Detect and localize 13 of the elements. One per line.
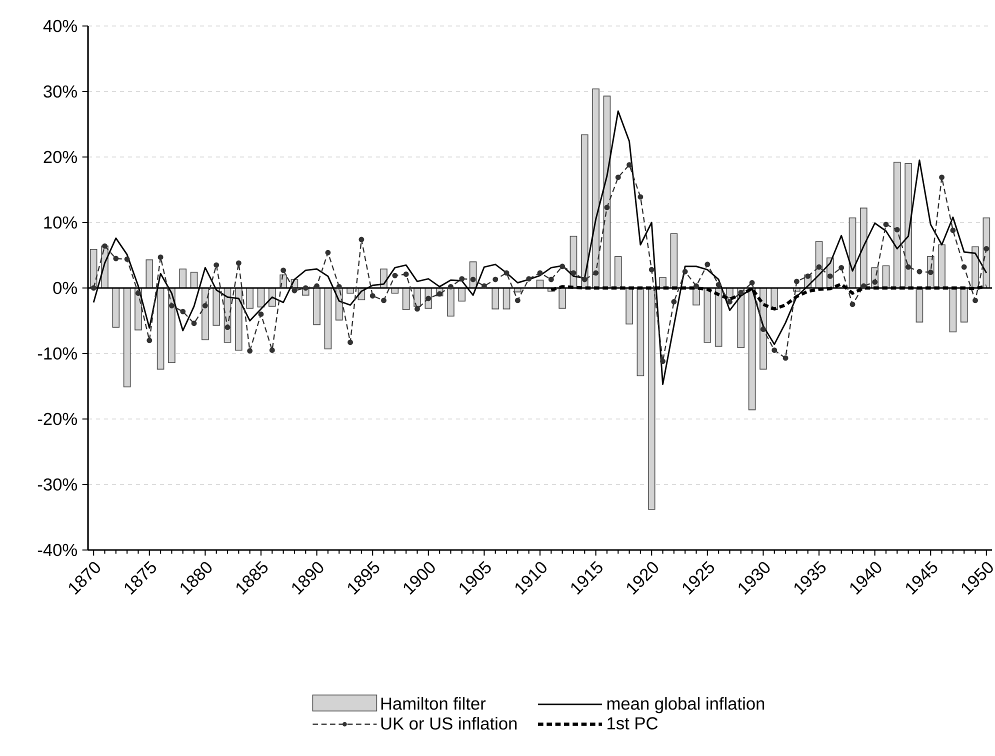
legend-label: 1st PC	[608, 717, 658, 730]
y-tick-label: 30%	[44, 85, 77, 98]
legend-label: mean global inflation	[607, 697, 764, 714]
y-tick-label: -20%	[38, 412, 77, 426]
y-tick-label: 10%	[44, 216, 77, 229]
y-tick-label: 0%	[53, 282, 77, 294]
y-tick-label: 40%	[43, 20, 77, 32]
y-tick-label: -30%	[38, 478, 77, 491]
y-tick-label: -40%	[38, 544, 77, 556]
y-tick-label: 20%	[44, 150, 77, 164]
legend-label: Hamilton filter	[381, 697, 486, 710]
legend-label: UK or US inflation	[381, 716, 517, 730]
y-tick-label: -10%	[38, 347, 77, 360]
